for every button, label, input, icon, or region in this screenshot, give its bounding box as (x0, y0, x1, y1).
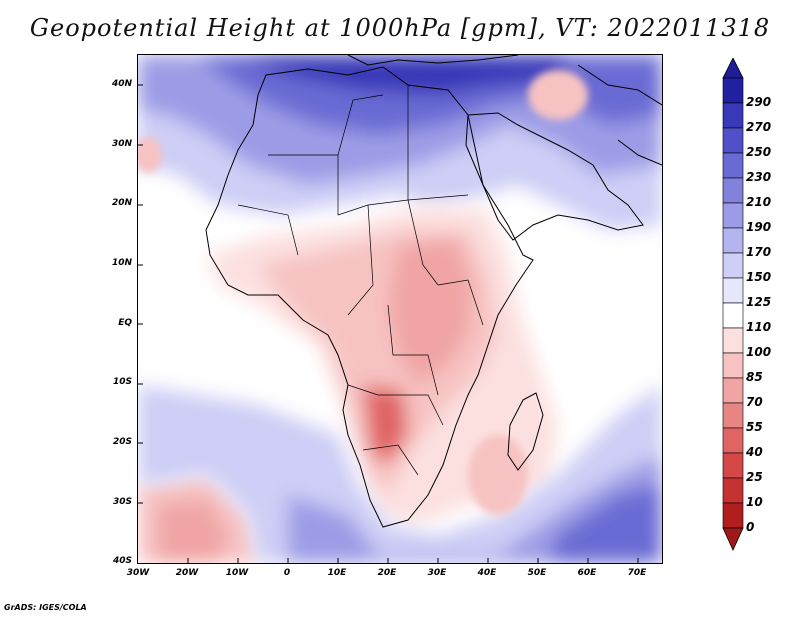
lat-label: 20N (111, 198, 132, 208)
persian-coast (617, 139, 662, 166)
lon-label: 70E (627, 568, 647, 578)
lon-label: 60E (577, 568, 597, 578)
colorbar-level-label: 230 (746, 170, 772, 184)
lon-label: 40E (477, 568, 497, 578)
southern-high-region (138, 385, 662, 563)
lat-label: 30N (111, 139, 132, 149)
colorbar-box (722, 452, 744, 479)
colorbar-level-label: 150 (746, 270, 772, 284)
colorbar-level-label: 40 (746, 445, 763, 459)
lat-label: 20S (112, 437, 132, 447)
lon-label: 10W (225, 568, 249, 578)
footer-credit: GrADS: IGES/COLA (4, 603, 87, 612)
geopotential-field-map (138, 55, 662, 563)
colorbar (722, 58, 744, 551)
lon-label: 20W (175, 568, 199, 578)
lon-label: 50E (527, 568, 547, 578)
colorbar-boxes (722, 77, 744, 529)
lat-label: 40N (111, 79, 132, 89)
lat-label: 10S (112, 377, 132, 387)
colorbar-level-label: 170 (746, 245, 772, 259)
chart-title: Geopotential Height at 1000hPa [gpm], VT… (29, 14, 771, 42)
colorbar-level-label: 10 (746, 495, 763, 509)
colorbar-box (722, 502, 744, 529)
lon-label: 20E (377, 568, 397, 578)
colorbar-box (722, 127, 744, 154)
madagascar-coastline (507, 392, 544, 471)
colorbar-box (722, 352, 744, 379)
colorbar-level-label: 55 (746, 420, 763, 434)
colorbar-box (722, 102, 744, 129)
colorbar-box (722, 477, 744, 504)
colorbar-level-label: 250 (746, 145, 772, 159)
colorbar-level-label: 210 (746, 195, 772, 209)
colorbar-box (722, 177, 744, 204)
africa-coastline (205, 66, 534, 528)
lon-label: 0 (283, 568, 291, 578)
coastlines (205, 55, 662, 528)
colorbar-box (722, 252, 744, 279)
colorbar-box (722, 152, 744, 179)
colorbar-box (722, 202, 744, 229)
colorbar-box (722, 227, 744, 254)
colorbar-level-label: 25 (746, 470, 763, 484)
colorbar-box (722, 327, 744, 354)
colorbar-bottom-triangle (722, 527, 744, 551)
colorbar-level-label: 0 (746, 520, 755, 534)
asia-coastline (577, 64, 662, 106)
lat-label: EQ (118, 318, 132, 328)
colorbar-box (722, 377, 744, 404)
lon-label: 30W (126, 568, 150, 578)
colorbar-box (722, 77, 744, 104)
colorbar-box (722, 402, 744, 429)
colorbar-level-label: 270 (746, 120, 772, 134)
lat-label: 10N (111, 258, 132, 268)
colorbar-level-label: 70 (746, 395, 763, 409)
europe-coastline (347, 55, 519, 66)
tick-marks (138, 84, 639, 563)
colorbar-level-label: 125 (746, 295, 772, 309)
lon-label: 30E (427, 568, 447, 578)
lat-label: 30S (112, 497, 132, 507)
colorbar-level-label: 100 (746, 345, 772, 359)
colorbar-level-label: 290 (746, 95, 772, 109)
low-pressure-region (138, 205, 558, 563)
map-panel (137, 54, 663, 564)
arabia-coastline (467, 112, 644, 241)
colorbar-box (722, 277, 744, 304)
colorbar-box (722, 427, 744, 454)
colorbar-level-label: 85 (746, 370, 763, 384)
colorbar-box (722, 302, 744, 329)
colorbar-level-label: 110 (746, 320, 772, 334)
colorbar-level-label: 190 (746, 220, 772, 234)
colorbar-top-triangle (722, 58, 744, 79)
lon-label: 10E (327, 568, 347, 578)
country-borders (237, 85, 484, 476)
lat-label: 40S (112, 556, 132, 566)
